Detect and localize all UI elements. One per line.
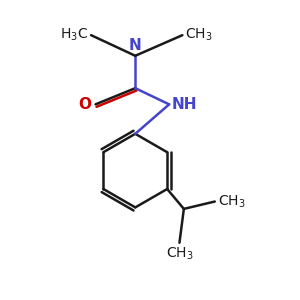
Text: $\mathsf{CH_3}$: $\mathsf{CH_3}$ — [185, 27, 213, 44]
Text: $\mathsf{CH_3}$: $\mathsf{CH_3}$ — [218, 193, 245, 210]
Text: N: N — [129, 38, 142, 53]
Text: O: O — [78, 97, 91, 112]
Text: $\mathsf{H_3C}$: $\mathsf{H_3C}$ — [60, 27, 88, 44]
Text: $\mathsf{CH_3}$: $\mathsf{CH_3}$ — [166, 246, 193, 262]
Text: NH: NH — [172, 97, 198, 112]
